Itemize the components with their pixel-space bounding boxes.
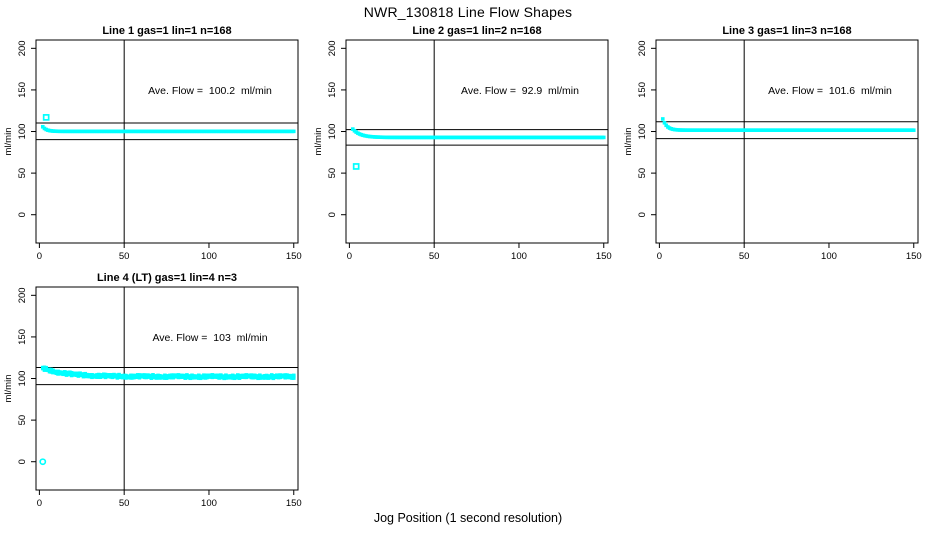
x-tick-label: 150 <box>286 498 302 509</box>
y-tick-label: 50 <box>327 168 338 179</box>
x-tick-label: 100 <box>821 251 837 262</box>
x-tick-label: 0 <box>37 498 42 509</box>
x-tick-label: 150 <box>906 251 922 262</box>
y-axis-title: ml/min <box>3 375 14 403</box>
x-tick-label: 0 <box>657 251 662 262</box>
panel-title: Line 3 gas=1 lin=3 n=168 <box>722 25 851 37</box>
data-points <box>350 127 606 140</box>
x-tick-label: 50 <box>119 251 130 262</box>
data-points <box>40 365 296 381</box>
x-axis-title: Jog Position (1 second resolution) <box>373 511 563 525</box>
plot-box <box>35 39 299 244</box>
y-tick-label: 150 <box>637 82 648 98</box>
data-points <box>660 117 916 132</box>
y-tick-label: 50 <box>17 168 28 179</box>
x-tick-label: 100 <box>201 498 217 509</box>
panel-line-2: Line 2 gas=1 lin=2 n=168 0 50 100 150 0 50 100 1… <box>310 22 622 272</box>
y-tick-label: 0 <box>637 212 648 217</box>
page-title: NWR_130818 Line Flow Shapes <box>363 4 573 20</box>
x-tick-label: 0 <box>347 251 352 262</box>
outlier-point <box>352 163 360 170</box>
x-tick-label: 50 <box>429 251 440 262</box>
y-tick-label: 200 <box>17 40 28 56</box>
line4-flow-chart: Line 4 (LT) gas=1 lin=4 n=3 0 50 100 150 0 50 1… <box>3 272 302 509</box>
plot-box <box>345 39 609 244</box>
y-tick-label: 100 <box>17 124 28 140</box>
y-tick-label: 200 <box>327 40 338 56</box>
outlier-point <box>39 458 47 466</box>
line1-flow-chart: Line 1 gas=1 lin=1 n=168 0 50 100 150 0 50 100 1… <box>3 25 302 262</box>
x-tick-label: 0 <box>37 251 42 262</box>
x-tick-label: 50 <box>739 251 750 262</box>
y-tick-label: 0 <box>17 459 28 464</box>
line2-flow-chart: Line 2 gas=1 lin=2 n=168 0 50 100 150 0 50 100 1… <box>313 25 612 262</box>
y-tick-label: 200 <box>17 287 28 303</box>
ave-flow-annotation: Ave. Flow = 103 ml/min <box>152 332 267 344</box>
panel-line-1: Line 1 gas=1 lin=1 n=168 0 50 100 150 0 50 100 1… <box>0 22 312 272</box>
ave-flow-annotation: Ave. Flow = 92.9 ml/min <box>461 85 579 97</box>
panel-title: Line 1 gas=1 lin=1 n=168 <box>102 25 231 37</box>
ave-flow-annotation: Ave. Flow = 100.2 ml/min <box>148 85 272 97</box>
y-tick-label: 0 <box>17 212 28 217</box>
outlier-point <box>42 114 50 121</box>
panel-line-3: Line 3 gas=1 lin=3 n=168 0 50 100 150 0 50 100 1… <box>620 22 932 272</box>
y-tick-label: 150 <box>327 82 338 98</box>
y-tick-label: 0 <box>327 212 338 217</box>
y-tick-label: 50 <box>17 415 28 426</box>
y-axis-title: ml/min <box>3 128 14 156</box>
y-tick-label: 100 <box>637 124 648 140</box>
y-tick-label: 100 <box>17 371 28 387</box>
y-tick-label: 50 <box>637 168 648 179</box>
panel-title: Line 4 (LT) gas=1 lin=4 n=3 <box>97 272 237 284</box>
ave-flow-annotation: Ave. Flow = 101.6 ml/min <box>768 85 892 97</box>
x-tick-label: 50 <box>119 498 130 509</box>
plot-box <box>35 286 299 491</box>
y-tick-label: 150 <box>17 329 28 345</box>
axis-ticks: 0 50 100 150 0 50 100 150 200 <box>17 40 302 262</box>
panel-line-4: Line 4 (LT) gas=1 lin=4 n=3 0 50 100 150 0 50 1… <box>0 269 312 519</box>
plot-box <box>655 39 919 244</box>
x-tick-label: 150 <box>286 251 302 262</box>
axis-ticks: 0 50 100 150 0 50 100 150 200 <box>327 40 612 262</box>
y-tick-label: 100 <box>327 124 338 140</box>
axis-ticks: 0 50 100 150 0 50 100 150 200 <box>637 40 922 262</box>
x-tick-label: 150 <box>596 251 612 262</box>
y-axis-title: ml/min <box>313 128 324 156</box>
y-tick-label: 200 <box>637 40 648 56</box>
line3-flow-chart: Line 3 gas=1 lin=3 n=168 0 50 100 150 0 50 100 1… <box>623 25 922 262</box>
data-points <box>40 124 296 134</box>
x-tick-label: 100 <box>511 251 527 262</box>
panel-title: Line 2 gas=1 lin=2 n=168 <box>412 25 541 37</box>
axis-ticks: 0 50 100 150 0 50 100 150 200 <box>17 287 302 509</box>
y-tick-label: 150 <box>17 82 28 98</box>
y-axis-title: ml/min <box>623 128 634 156</box>
x-tick-label: 100 <box>201 251 217 262</box>
